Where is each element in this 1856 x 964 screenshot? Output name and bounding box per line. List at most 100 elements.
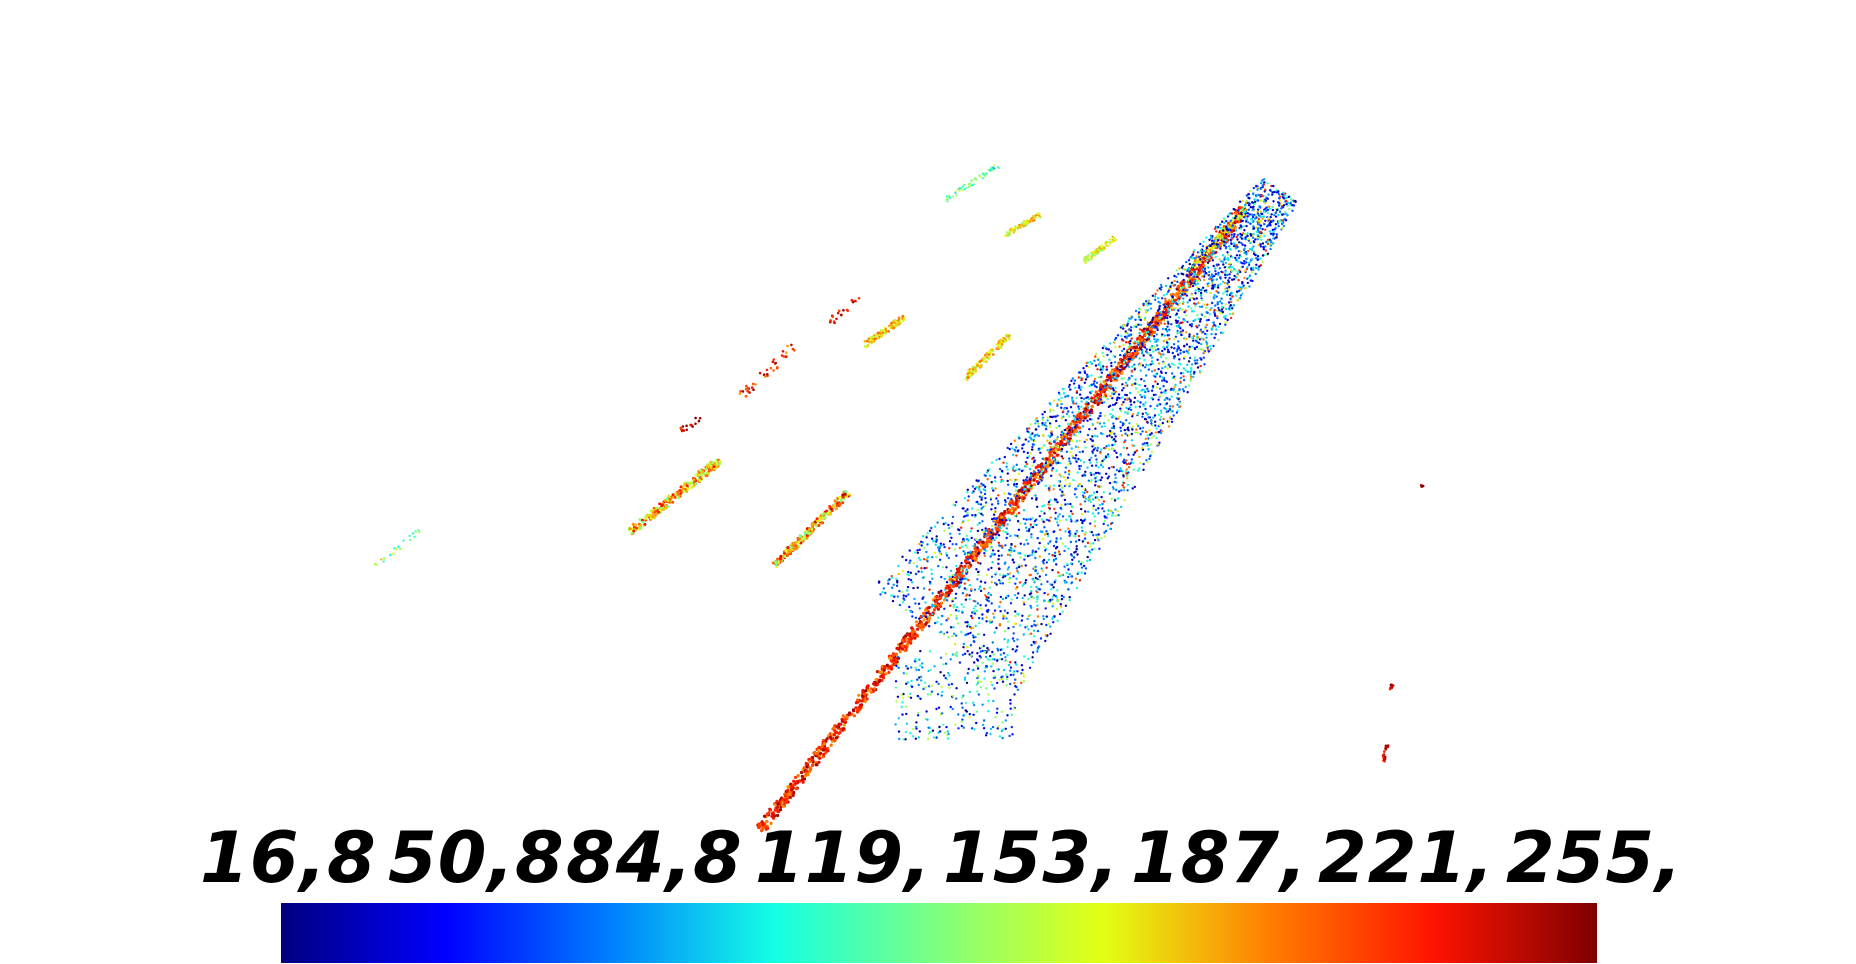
point [1229, 297, 1232, 300]
point [943, 545, 946, 549]
point [984, 543, 988, 547]
point [976, 529, 980, 533]
point [802, 766, 807, 770]
point [1031, 549, 1035, 552]
point [1033, 470, 1036, 474]
point [1098, 452, 1102, 455]
point [1192, 339, 1195, 342]
point [1057, 461, 1060, 465]
point [978, 485, 981, 488]
point [1160, 285, 1163, 289]
point [1162, 319, 1166, 322]
point [1024, 526, 1028, 529]
point [1093, 538, 1097, 542]
point [1070, 520, 1073, 523]
point [1020, 496, 1024, 500]
point [1049, 403, 1052, 406]
point [1074, 520, 1077, 523]
point [963, 652, 967, 655]
point [1239, 227, 1242, 230]
point [1230, 233, 1233, 236]
point [1221, 310, 1225, 314]
point [955, 634, 958, 637]
point [1267, 240, 1271, 243]
point [924, 609, 928, 613]
point [1199, 357, 1202, 360]
point [1097, 376, 1100, 379]
point [776, 802, 780, 806]
point [1022, 509, 1026, 512]
point [1040, 446, 1044, 449]
point [873, 687, 877, 691]
point [888, 656, 892, 660]
point [1243, 229, 1246, 232]
point [1175, 269, 1179, 272]
point [978, 587, 981, 591]
point [1148, 348, 1152, 352]
point [906, 632, 910, 637]
point [1058, 513, 1061, 516]
point [1190, 273, 1193, 276]
point [1205, 290, 1208, 294]
point [1059, 537, 1063, 540]
point [1045, 530, 1048, 533]
point [778, 808, 783, 812]
point [1114, 508, 1117, 511]
point [1156, 344, 1159, 347]
point [1122, 489, 1126, 492]
point [1255, 216, 1258, 219]
point [1224, 323, 1227, 326]
point [1008, 447, 1011, 451]
point [1108, 492, 1112, 495]
point [1015, 454, 1018, 457]
point [1122, 486, 1126, 489]
point [917, 570, 920, 573]
point [1247, 249, 1250, 253]
point [1003, 638, 1006, 641]
point [1106, 524, 1110, 527]
point [1095, 533, 1098, 537]
point [1201, 253, 1204, 256]
point [1182, 297, 1185, 300]
point [1004, 544, 1007, 547]
point [942, 633, 945, 636]
point [1175, 275, 1178, 279]
point [1244, 270, 1247, 273]
point [805, 769, 809, 773]
point [1170, 304, 1173, 307]
point [1138, 364, 1142, 367]
point [924, 601, 927, 604]
point [949, 580, 952, 584]
point [961, 521, 964, 525]
point [1191, 253, 1195, 256]
point [1053, 530, 1056, 533]
point [1149, 405, 1152, 408]
point [1091, 445, 1094, 448]
point [1233, 233, 1236, 236]
point [1228, 276, 1231, 280]
point [1126, 362, 1130, 365]
point [914, 616, 918, 619]
point [987, 568, 990, 571]
point [1274, 215, 1278, 218]
point [1064, 419, 1068, 422]
point [1290, 200, 1293, 203]
point [1081, 521, 1084, 525]
point [1001, 582, 1005, 585]
point [904, 595, 908, 598]
point [1246, 232, 1249, 235]
point [1150, 422, 1153, 425]
point [1056, 619, 1059, 622]
point [1167, 420, 1171, 423]
point [1191, 284, 1195, 288]
point [1158, 301, 1162, 304]
point [1009, 682, 1012, 686]
point [965, 546, 969, 549]
point [938, 558, 942, 561]
point [1178, 307, 1182, 310]
point [1168, 365, 1172, 368]
point [1243, 262, 1246, 265]
point [1058, 519, 1062, 523]
